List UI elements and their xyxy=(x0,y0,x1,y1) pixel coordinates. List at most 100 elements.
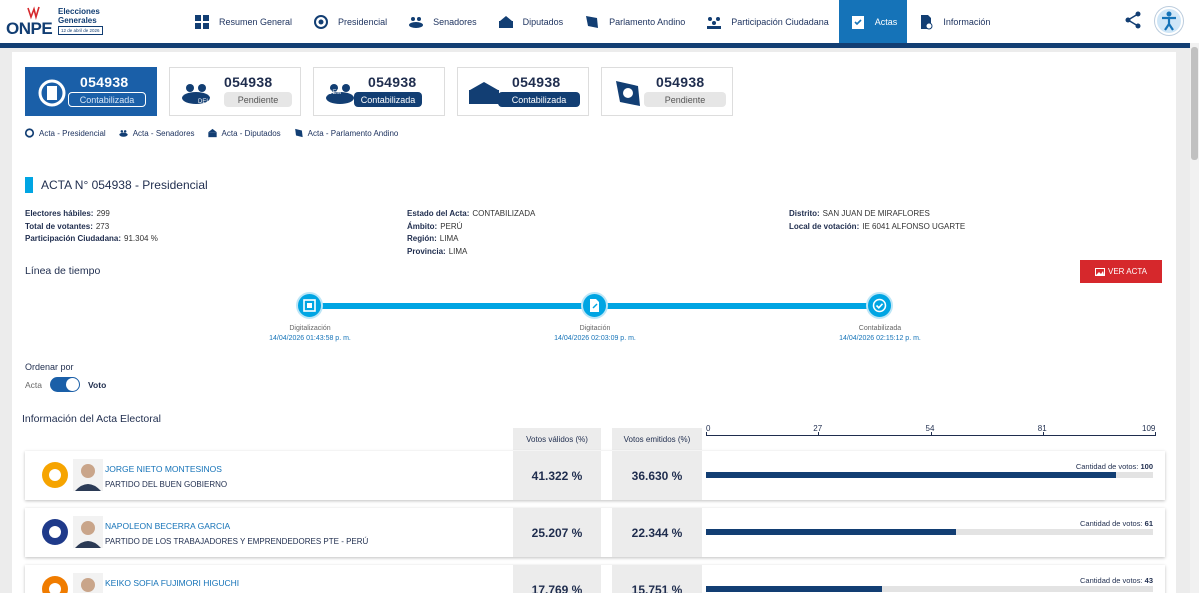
timeline-label-1: Digitalización 14/04/2026 01:43:58 p. m. xyxy=(240,324,380,343)
order-option-acta[interactable]: Acta xyxy=(25,379,43,390)
checklist-icon xyxy=(851,15,864,29)
ver-acta-label: VER ACTA xyxy=(1108,267,1147,276)
image-icon xyxy=(1095,267,1105,276)
link-acta-parlamento-andino[interactable]: Acta - Parlamento Andino xyxy=(293,128,399,138)
nav-parlamento-andino[interactable]: Parlamento Andino xyxy=(573,0,695,43)
order-toggle-switch[interactable] xyxy=(50,377,81,392)
results-heading: Información del Acta Electoral xyxy=(22,413,161,425)
vote-bar-track xyxy=(706,472,1153,478)
votos-emitidos-value: 22.344 % xyxy=(612,508,702,557)
accessibility-icon xyxy=(1162,11,1176,31)
nav-label: Resumen General xyxy=(219,16,293,27)
axis-tick-label: 81 xyxy=(1037,424,1047,433)
link-acta-diputados[interactable]: Acta - Diputados xyxy=(207,128,281,138)
nav-actas[interactable]: Actas xyxy=(838,0,908,43)
order-option-voto[interactable]: Voto xyxy=(88,379,107,390)
info-value: LIMA xyxy=(448,246,468,256)
link-acta-presidencial[interactable]: Acta - Presidencial xyxy=(24,128,106,138)
card-parlamento-andino[interactable]: 054938 Pendiente xyxy=(601,67,733,116)
acta-stats-col-1: Electores hábiles: 299 Total de votantes:… xyxy=(25,208,158,246)
vote-bar-track xyxy=(706,529,1153,535)
timeline-heading: Línea de tiempo xyxy=(25,265,101,277)
info-row: Región: LIMA xyxy=(407,233,535,246)
card-diputados[interactable]: 054938 Contabilizada xyxy=(457,67,589,116)
scan-icon xyxy=(303,299,316,312)
info-value: 91.304 % xyxy=(124,234,158,243)
share-icon[interactable] xyxy=(1124,11,1142,29)
status-badge: Pendiente xyxy=(644,92,726,107)
nav-label: Información xyxy=(943,16,991,27)
info-value: SAN JUAN DE MIRAFLORES xyxy=(822,209,930,218)
card-presidencial[interactable]: 054938 Contabilizada xyxy=(25,67,157,116)
nav-informacion[interactable]: Información xyxy=(907,0,1000,43)
status-badge: Contabilizada xyxy=(498,92,580,107)
info-document-icon xyxy=(921,14,933,29)
party-logo-icon xyxy=(42,462,68,488)
votes-axis: 0 27 54 81 109 xyxy=(706,424,1155,438)
party-logo-icon xyxy=(42,576,68,593)
card-senadores[interactable]: DEU 054938 Pendiente xyxy=(169,67,301,116)
link-acta-senadores[interactable]: Acta - Senadores xyxy=(118,128,195,138)
candidate-photo xyxy=(73,459,103,491)
axis-tick-mark xyxy=(1042,432,1044,436)
senate-icon xyxy=(119,130,128,137)
nav-participacion-ciudadana[interactable]: Participación Ciudadana xyxy=(695,0,839,43)
ver-acta-button[interactable]: VER ACTA xyxy=(1080,260,1162,283)
acta-number: 054938 xyxy=(512,74,561,90)
vote-count-text: Cantidad de votos: xyxy=(1075,462,1139,471)
link-label: Acta - Senadores xyxy=(132,128,195,138)
nav-presidencial[interactable]: Presidencial xyxy=(302,0,397,43)
onpe-logo[interactable]: ONPE Elecciones Generales 12 de abril de … xyxy=(6,4,126,40)
nav-label: Actas xyxy=(874,16,898,27)
status-badge: Contabilizada xyxy=(68,92,146,107)
card-diputados-dem[interactable]: DEM 054938 Contabilizada xyxy=(313,67,445,116)
candidate-row: KEIKO SOFIA FUJIMORI HIGUCHI 17.769 % 15.7… xyxy=(25,565,1165,593)
svg-text:DEU: DEU xyxy=(198,99,211,105)
peru-shield-icon xyxy=(24,128,35,138)
axis-tick-mark xyxy=(1155,432,1156,436)
elecciones-generales-text: Elecciones Generales xyxy=(58,7,100,25)
link-label: Acta - Diputados xyxy=(221,128,281,138)
info-row: Ámbito: PERÚ xyxy=(407,221,535,234)
nav-senadores[interactable]: Senadores xyxy=(397,0,487,43)
info-key: Provincia: xyxy=(407,246,446,256)
nav-diputados[interactable]: Diputados xyxy=(487,0,574,43)
step-name: Contabilizada xyxy=(858,325,902,332)
candidate-name[interactable]: NAPOLEON BECERRA GARCIA xyxy=(105,521,231,531)
link-label: Acta - Parlamento Andino xyxy=(307,128,399,138)
accessibility-button[interactable] xyxy=(1155,7,1183,35)
andean-parliament-icon xyxy=(616,81,640,106)
candidate-row: JORGE NIETO MONTESINOS PARTIDO DEL BUEN G… xyxy=(25,451,1165,500)
candidate-name[interactable]: KEIKO SOFIA FUJIMORI HIGUCHI xyxy=(105,578,240,588)
grid-icon xyxy=(195,14,209,29)
onpe-brand-text: ONPE xyxy=(6,19,53,38)
info-value: 273 xyxy=(95,221,110,231)
order-by-label: Ordenar por xyxy=(25,362,74,372)
timeline-label-3: Contabilizada 14/04/2026 02:15:12 p. m. xyxy=(810,324,950,343)
peru-shield-icon xyxy=(38,79,66,107)
vote-count-text: Cantidad de votos: xyxy=(1080,576,1143,585)
candidate-photo xyxy=(73,516,103,548)
step-date: 14/04/2026 02:03:09 p. m. xyxy=(554,334,636,342)
scrollbar-thumb[interactable] xyxy=(1191,47,1198,160)
nav-label: Senadores xyxy=(433,16,477,27)
check-circle-icon xyxy=(872,298,887,313)
nav-resumen-general[interactable]: Resumen General xyxy=(183,0,302,43)
candidate-name[interactable]: JORGE NIETO MONTESINOS xyxy=(105,464,222,474)
page-scrollbar[interactable] xyxy=(1190,43,1199,593)
info-key: Ámbito: xyxy=(407,221,438,231)
acta-number: 054938 xyxy=(368,74,417,90)
info-value: PERÚ xyxy=(440,221,463,231)
logo-line-1: Elecciones xyxy=(58,7,100,16)
axis-tick-label: 109 xyxy=(1142,424,1156,433)
party-name: PARTIDO DEL BUEN GOBIERNO xyxy=(105,480,228,489)
top-navigation-bar: ONPE Elecciones Generales 12 de abril de … xyxy=(0,0,1199,43)
vote-count-label: Cantidad de votos: 61 xyxy=(1080,519,1153,528)
vote-bar-fill xyxy=(706,586,883,592)
vote-count-value: 43 xyxy=(1144,576,1153,585)
vote-count-text: Cantidad de votos: xyxy=(1080,519,1143,528)
party-name: PARTIDO DE LOS TRABAJADORES Y EMPRENDEDO… xyxy=(105,537,369,546)
vote-count-label: Cantidad de votos: 43 xyxy=(1080,576,1153,585)
info-key: Electores hábiles: xyxy=(25,209,94,218)
info-key: Región: xyxy=(407,234,437,243)
